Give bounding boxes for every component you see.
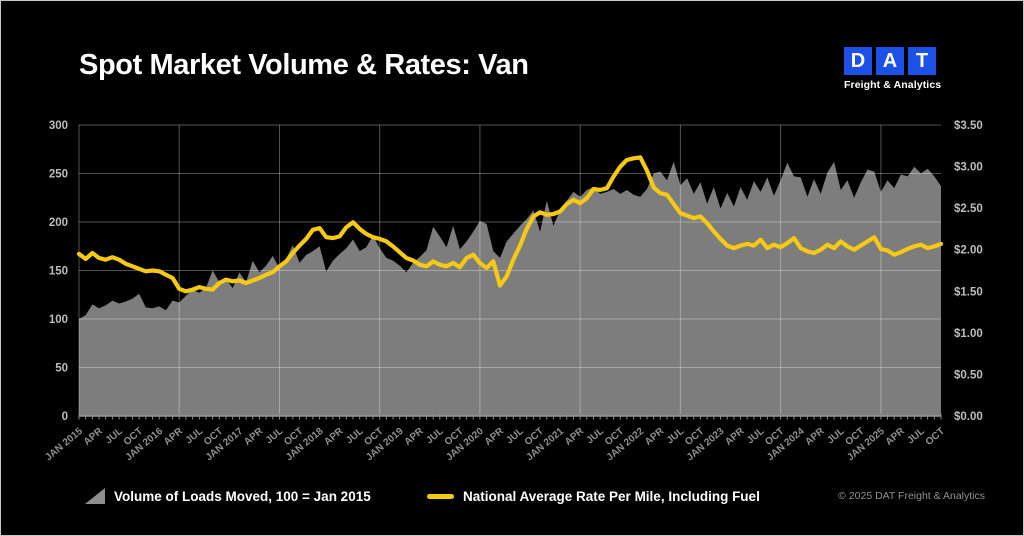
dat-logo-letter-d: D bbox=[844, 47, 872, 75]
rate-line-series bbox=[76, 155, 944, 294]
svg-text:JUL: JUL bbox=[344, 426, 366, 447]
legend-item-rate: National Average Rate Per Mile, Includin… bbox=[427, 485, 760, 507]
svg-text:0: 0 bbox=[62, 411, 68, 423]
svg-text:JUL: JUL bbox=[905, 426, 927, 447]
svg-text:100: 100 bbox=[49, 314, 68, 326]
svg-text:APR: APR bbox=[162, 425, 186, 447]
svg-text:$2.00: $2.00 bbox=[954, 245, 983, 257]
svg-text:JUL: JUL bbox=[264, 426, 286, 447]
svg-text:JUL: JUL bbox=[504, 426, 526, 447]
svg-text:200: 200 bbox=[49, 217, 68, 229]
svg-text:$0.50: $0.50 bbox=[954, 369, 983, 381]
svg-text:50: 50 bbox=[55, 363, 68, 375]
dat-logo-squares: D A T bbox=[844, 47, 944, 75]
svg-text:JUL: JUL bbox=[184, 426, 206, 447]
svg-text:$3.00: $3.00 bbox=[954, 162, 983, 174]
svg-text:250: 250 bbox=[49, 169, 68, 181]
yellow-line-icon bbox=[427, 493, 454, 499]
svg-text:APR: APR bbox=[483, 425, 507, 447]
svg-text:APR: APR bbox=[402, 425, 426, 447]
legend-volume-label: Volume of Loads Moved, 100 = Jan 2015 bbox=[114, 488, 371, 504]
copyright-text: © 2025 DAT Freight & Analytics bbox=[838, 490, 985, 502]
svg-text:150: 150 bbox=[49, 266, 68, 278]
svg-text:APR: APR bbox=[723, 425, 747, 447]
volume-area-series bbox=[79, 161, 941, 416]
gray-triangle-icon bbox=[85, 488, 105, 504]
legend-item-volume: Volume of Loads Moved, 100 = Jan 2015 bbox=[85, 485, 371, 507]
svg-text:JUL: JUL bbox=[745, 426, 767, 447]
svg-text:$0.00: $0.00 bbox=[954, 411, 983, 423]
svg-text:OCT: OCT bbox=[924, 426, 947, 448]
svg-text:$1.00: $1.00 bbox=[954, 328, 983, 340]
svg-text:APR: APR bbox=[643, 425, 667, 447]
svg-text:JAN 2015: JAN 2015 bbox=[43, 426, 85, 464]
svg-text:JUL: JUL bbox=[665, 426, 687, 447]
svg-text:$3.50: $3.50 bbox=[954, 120, 983, 132]
page-title: Spot Market Volume & Rates: Van bbox=[79, 49, 529, 81]
svg-text:APR: APR bbox=[884, 425, 908, 447]
dat-logo: D A T Freight & Analytics bbox=[844, 47, 944, 91]
svg-text:APR: APR bbox=[82, 425, 106, 447]
legend-rate-label: National Average Rate Per Mile, Includin… bbox=[463, 488, 760, 504]
dat-logo-letter-t: T bbox=[908, 47, 936, 75]
svg-text:APR: APR bbox=[242, 425, 266, 447]
svg-text:JUL: JUL bbox=[585, 426, 607, 447]
svg-text:300: 300 bbox=[49, 120, 68, 132]
dat-logo-tagline: Freight & Analytics bbox=[844, 79, 942, 91]
dat-logo-letter-a: A bbox=[876, 47, 904, 75]
svg-text:$1.50: $1.50 bbox=[954, 286, 983, 298]
svg-text:APR: APR bbox=[803, 425, 827, 447]
svg-text:JUL: JUL bbox=[825, 426, 847, 447]
chart-svg: 0 50 100 150 200 250 300 $0.00 $0.50 $1.00 $1.50 $2… bbox=[43, 120, 983, 464]
svg-text:$2.50: $2.50 bbox=[954, 203, 983, 215]
svg-text:APR: APR bbox=[322, 425, 346, 447]
svg-text:JUL: JUL bbox=[424, 426, 446, 447]
svg-text:JUL: JUL bbox=[103, 426, 125, 447]
svg-text:APR: APR bbox=[563, 425, 587, 447]
legend: Volume of Loads Moved, 100 = Jan 2015 Na… bbox=[1, 483, 1023, 511]
